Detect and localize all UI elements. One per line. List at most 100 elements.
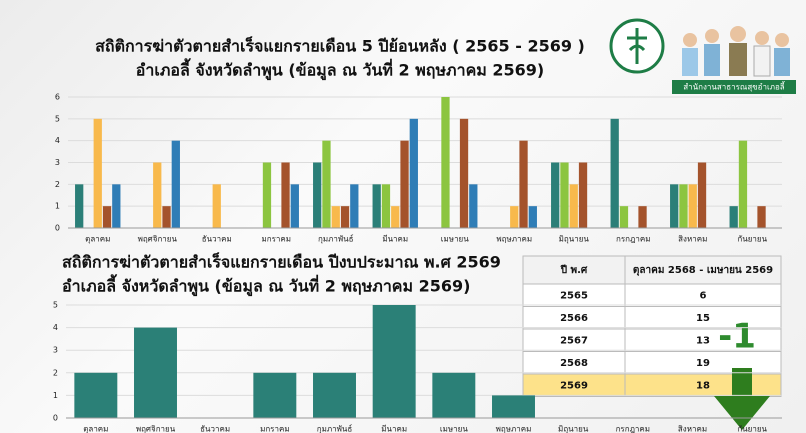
x-tick-label: กรกฎาคม: [616, 235, 650, 244]
bar: [560, 163, 568, 229]
agency-name: สำนักงานสาธารณสุขอำเภอลี้: [683, 81, 785, 92]
y-tick-label: 4: [55, 136, 60, 145]
table-cell: 18: [696, 380, 710, 391]
y-tick-label: 0: [55, 224, 60, 233]
bar: [313, 163, 321, 229]
bar: [391, 206, 399, 228]
bar: [689, 184, 697, 228]
x-tick-label: ตุลาคม: [83, 425, 108, 433]
bar: [281, 163, 289, 229]
bar: [551, 163, 559, 229]
x-tick-label: มิถุนายน: [558, 425, 589, 433]
table-header: ตุลาคม 2568 - เมษายน 2569: [633, 265, 773, 276]
bar: [253, 373, 296, 418]
bar: [313, 373, 356, 418]
y-tick-label: 0: [53, 414, 58, 423]
bar: [460, 119, 468, 228]
bar: [519, 141, 527, 228]
bar: [739, 141, 747, 228]
x-tick-label: สิงหาคม: [678, 235, 707, 244]
y-tick-label: 1: [53, 391, 58, 400]
bar: [469, 184, 477, 228]
bar: [441, 97, 449, 228]
bar: [134, 328, 177, 418]
x-tick-label: สิงหาคม: [678, 425, 707, 433]
x-tick-label: กุมภาพันธ์: [318, 234, 354, 244]
y-tick-label: 3: [53, 346, 58, 355]
table-header: ปี พ.ศ: [560, 264, 588, 276]
table-cell: 13: [696, 335, 710, 346]
table-cell: 19: [696, 358, 710, 369]
y-tick-label: 3: [55, 158, 60, 167]
bar: [332, 206, 340, 228]
x-tick-label: มีนาคม: [382, 235, 408, 244]
table-cell: 6: [700, 290, 707, 301]
bar: [172, 141, 180, 228]
x-tick-label: กรกฎาคม: [616, 425, 650, 433]
y-tick-label: 2: [55, 180, 60, 189]
bar: [153, 163, 161, 229]
x-tick-label: ธันวาคม: [200, 425, 230, 433]
bar: [410, 119, 418, 228]
y-tick-label: 1: [55, 202, 60, 211]
x-tick-label: เมษายน: [440, 425, 468, 433]
bar: [373, 305, 416, 418]
x-tick-label: พฤษภาคม: [496, 235, 532, 244]
bar: [638, 206, 646, 228]
table-cell: 2567: [560, 335, 588, 346]
bar: [341, 206, 349, 228]
x-tick-label: มกราคม: [260, 425, 290, 433]
x-tick-label: มิถุนายน: [559, 235, 590, 244]
table-cell: 2569: [560, 380, 588, 391]
y-tick-label: 4: [53, 323, 58, 332]
y-tick-label: 6: [55, 93, 60, 102]
chart-subtitle: อำเภอลี้ จังหวัดลำพูน (ข้อมูล ณ วันที่ 2…: [62, 274, 470, 298]
table-cell: 2565: [560, 290, 588, 301]
x-tick-label: ธันวาคม: [202, 235, 232, 244]
bar: [94, 119, 102, 228]
x-tick-label: พฤศจิกายน: [138, 235, 178, 244]
staff-illustration: [682, 26, 790, 76]
chart-subtitle: อำเภอลี้ จังหวัดลำพูน (ข้อมูล ณ วันที่ 2…: [136, 58, 544, 82]
bar: [730, 206, 738, 228]
x-tick-label: กันยายน: [737, 235, 767, 244]
x-tick-label: เมษายน: [441, 235, 469, 244]
chart-title: สถิติการฆ่าตัวตายสำเร็จแยกรายเดือน 5 ปีย…: [95, 35, 585, 56]
bar: [510, 206, 518, 228]
bar: [611, 119, 619, 228]
bar: [432, 373, 475, 418]
table-cell: 2566: [560, 313, 588, 324]
infographic: สำนักงานสาธารณสุขอำเภอลี้ สถิติการฆ่าตัว…: [0, 0, 806, 433]
bar: [112, 184, 120, 228]
bar: [291, 184, 299, 228]
bar: [213, 184, 221, 228]
page: สำนักงานสาธารณสุขอำเภอลี้ สถิติการฆ่าตัว…: [0, 0, 806, 433]
table-cell: 15: [696, 313, 710, 324]
bar: [620, 206, 628, 228]
bar: [670, 184, 678, 228]
y-tick-label: 5: [55, 114, 60, 123]
bar: [757, 206, 765, 228]
bar: [350, 184, 358, 228]
y-tick-label: 2: [53, 368, 58, 377]
bar: [382, 184, 390, 228]
bar: [492, 395, 535, 418]
bar: [263, 163, 271, 229]
bar: [679, 184, 687, 228]
bar: [698, 163, 706, 229]
bar: [400, 141, 408, 228]
bar: [103, 206, 111, 228]
x-tick-label: พฤศจิกายน: [136, 425, 176, 433]
bar: [529, 206, 537, 228]
x-tick-label: ตุลาคม: [85, 235, 110, 244]
bar: [322, 141, 330, 228]
x-tick-label: พฤษภาคม: [496, 425, 532, 433]
bar: [162, 206, 170, 228]
x-tick-label: กันยายน: [737, 425, 767, 433]
x-tick-label: มกราคม: [261, 235, 291, 244]
bar: [579, 163, 587, 229]
y-tick-label: 5: [53, 301, 58, 310]
x-tick-label: กุมภาพันธ์: [317, 424, 353, 433]
table-cell: 2568: [560, 358, 588, 369]
bar: [373, 184, 381, 228]
